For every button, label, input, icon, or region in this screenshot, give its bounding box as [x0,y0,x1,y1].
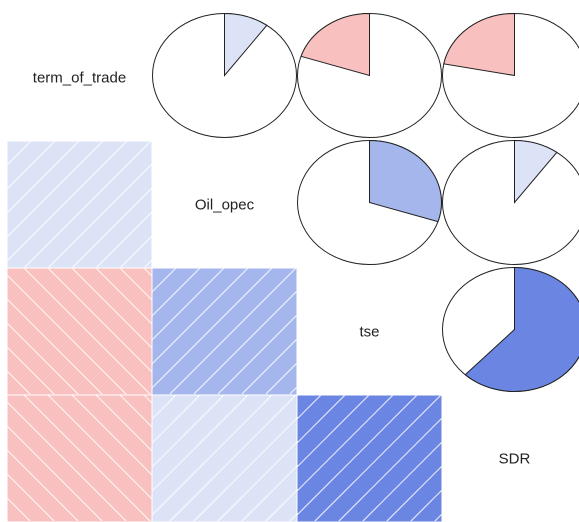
pie-cell-0-3 [442,12,579,138]
variable-label-tse: tse [359,324,379,341]
shade-cell-3-0 [6,394,153,522]
shade-cell-1-0 [6,140,153,269]
pie-cell-2-3 [442,266,579,392]
pie-cell-1-2 [297,139,442,265]
pie-cell-1-3 [442,139,579,265]
shade-cell-3-1 [151,394,298,522]
pie-cell-0-2 [297,12,442,138]
variable-label-term-of-trade: term_of_trade [33,70,126,87]
pie-cell-0-1 [152,12,297,138]
shade-cell-2-1 [151,267,298,396]
upper-pie-panels [152,12,579,392]
lower-shade-panels [6,140,443,522]
variable-label-sdr: SDR [499,451,531,468]
shade-cell-3-2 [296,394,443,522]
variable-label-oil-opec: Oil_opec [195,197,255,214]
